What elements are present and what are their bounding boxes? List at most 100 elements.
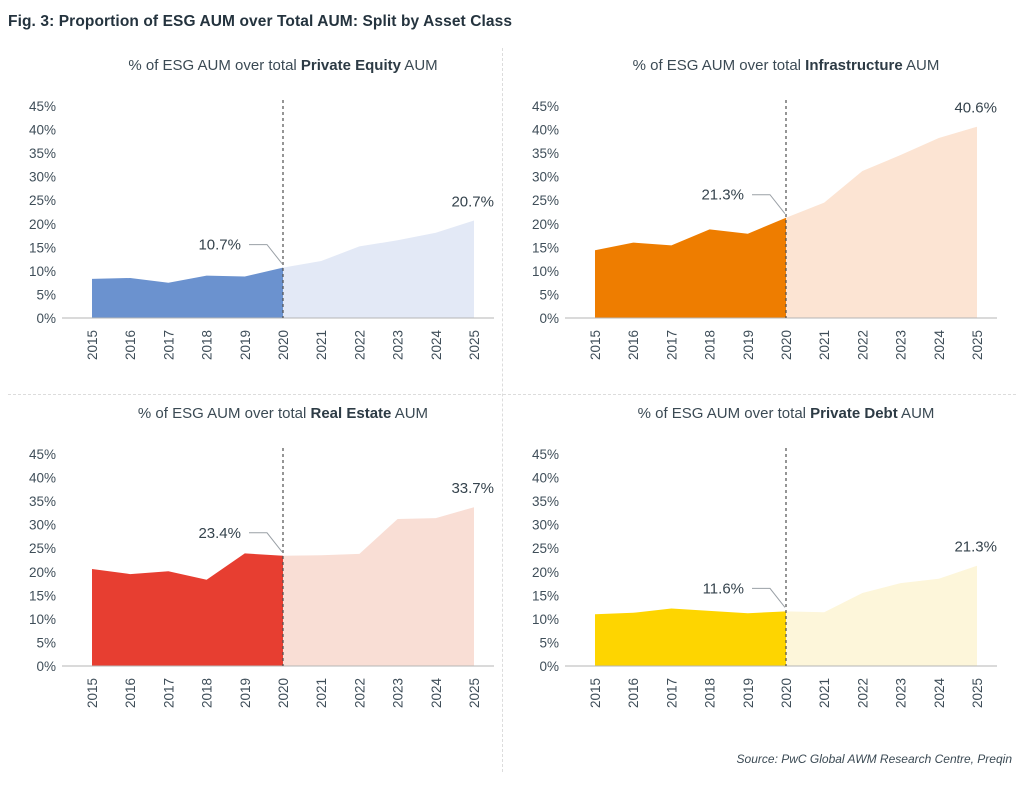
chart-title-suffix: AUM xyxy=(400,57,438,74)
callout-connector xyxy=(249,532,283,553)
callout-connector xyxy=(249,244,283,264)
y-axis-tick-label: 0% xyxy=(539,311,559,326)
x-axis-tick-label: 2020 xyxy=(276,678,291,708)
callout-connector xyxy=(752,587,786,608)
y-axis-tick-label: 35% xyxy=(29,146,56,161)
figure-title: Fig. 3: Proportion of ESG AUM over Total… xyxy=(8,13,513,30)
x-axis-tick-label: 2025 xyxy=(467,678,482,708)
x-axis-tick-label: 2021 xyxy=(314,678,329,708)
y-axis-tick-label: 40% xyxy=(532,471,559,486)
y-axis-tick-label: 20% xyxy=(29,565,56,580)
x-axis-tick-label: 2016 xyxy=(626,330,641,360)
x-axis-tick-label: 2015 xyxy=(85,678,100,708)
chart-private-debt: % of ESG AUM over total Private Debt AUM… xyxy=(505,400,1010,740)
chart-title-infrastructure: % of ESG AUM over total Infrastructure A… xyxy=(505,52,1010,80)
x-axis-tick-label: 2022 xyxy=(352,678,367,708)
x-axis-tick-label: 2016 xyxy=(123,678,138,708)
y-axis-tick-label: 25% xyxy=(532,193,559,208)
x-axis-tick-label: 2020 xyxy=(276,330,291,360)
x-axis-tick-label: 2017 xyxy=(161,678,176,708)
chart-title-real-estate: % of ESG AUM over total Real Estate AUM xyxy=(2,400,507,428)
chart-title-suffix: AUM xyxy=(902,57,940,74)
split-value-label: 11.6% xyxy=(703,580,744,597)
x-axis-tick-label: 2023 xyxy=(894,330,909,360)
x-axis-tick-label: 2015 xyxy=(85,330,100,360)
chart-title-suffix: AUM xyxy=(391,405,429,422)
end-value-label: 20.7% xyxy=(451,194,494,211)
x-axis-tick-label: 2019 xyxy=(238,678,253,708)
x-axis-tick-label: 2017 xyxy=(664,678,679,708)
area-actual xyxy=(92,553,283,666)
chart-title-suffix: AUM xyxy=(897,405,935,422)
y-axis-tick-label: 20% xyxy=(532,217,559,232)
split-value-label: 23.4% xyxy=(198,525,241,542)
x-axis-tick-label: 2024 xyxy=(429,678,444,709)
y-axis-tick-label: 30% xyxy=(532,518,559,533)
x-axis-tick-label: 2019 xyxy=(741,678,756,708)
y-axis-tick-label: 5% xyxy=(539,287,559,302)
x-axis-tick-label: 2019 xyxy=(741,330,756,360)
x-axis-tick-label: 2018 xyxy=(703,678,718,708)
area-forecast xyxy=(786,126,977,318)
y-axis-tick-label: 5% xyxy=(36,635,56,650)
area-chart-private-equity: 45% 40% 35% 30% 25% 20% 15% 10% 5% 0% 10.7% 20.7% 20… xyxy=(29,99,494,361)
chart-private-equity: % of ESG AUM over total Private Equity A… xyxy=(2,52,507,392)
y-axis-tick-label: 5% xyxy=(539,635,559,650)
y-axis-tick-label: 45% xyxy=(29,447,56,462)
y-axis-tick-label: 45% xyxy=(29,99,56,114)
chart-title-prefix: % of ESG AUM over total xyxy=(137,405,311,422)
y-axis-tick-label: 35% xyxy=(532,146,559,161)
y-axis-tick-label: 10% xyxy=(29,612,56,627)
y-axis-tick-label: 0% xyxy=(36,659,56,674)
y-axis-tick-label: 0% xyxy=(36,311,56,326)
x-axis-tick-label: 2015 xyxy=(588,330,603,360)
y-axis-tick-label: 45% xyxy=(532,99,559,114)
area-chart-private-debt: 45% 40% 35% 30% 25% 20% 15% 10% 5% 0% 11.6% 21.3% 20… xyxy=(532,447,997,709)
x-axis-tick-label: 2018 xyxy=(703,330,718,360)
x-axis-tick-label: 2022 xyxy=(855,678,870,708)
y-axis-tick-label: 20% xyxy=(532,565,559,580)
x-axis-tick-label: 2017 xyxy=(161,330,176,360)
x-axis-tick-label: 2025 xyxy=(970,678,985,708)
chart-title-asset: Infrastructure xyxy=(805,57,903,74)
y-axis-tick-label: 30% xyxy=(29,518,56,533)
row-divider xyxy=(8,394,1016,395)
chart-title-prefix: % of ESG AUM over total xyxy=(637,405,811,422)
x-axis-tick-label: 2020 xyxy=(779,678,794,708)
x-axis-tick-label: 2025 xyxy=(970,330,985,360)
chart-title-asset: Real Estate xyxy=(310,405,392,422)
end-value-label: 40.6% xyxy=(954,100,997,117)
chart-title-prefix: % of ESG AUM over total xyxy=(632,57,806,74)
chart-title-private-debt: % of ESG AUM over total Private Debt AUM xyxy=(505,400,1010,428)
y-axis-tick-label: 5% xyxy=(36,287,56,302)
y-axis-tick-label: 25% xyxy=(532,541,559,556)
area-actual xyxy=(595,217,786,318)
chart-real-estate: % of ESG AUM over total Real Estate AUM … xyxy=(2,400,507,740)
callout-connector xyxy=(752,194,786,215)
x-axis-tick-label: 2023 xyxy=(391,330,406,360)
area-forecast xyxy=(283,220,474,318)
area-forecast xyxy=(786,565,977,666)
source-note: Source: PwC Global AWM Research Centre, … xyxy=(736,752,1012,766)
y-axis-tick-label: 30% xyxy=(532,170,559,185)
column-divider xyxy=(502,48,503,772)
y-axis-tick-label: 10% xyxy=(29,264,56,279)
x-axis-tick-label: 2018 xyxy=(200,678,215,708)
y-axis-tick-label: 45% xyxy=(532,447,559,462)
y-axis-tick-label: 30% xyxy=(29,170,56,185)
y-axis-tick-label: 25% xyxy=(29,193,56,208)
chart-title-prefix: % of ESG AUM over total xyxy=(128,57,301,74)
end-value-label: 33.7% xyxy=(451,480,494,497)
area-actual xyxy=(92,267,283,318)
x-axis-tick-label: 2017 xyxy=(664,330,679,360)
x-axis-tick-label: 2024 xyxy=(429,330,444,361)
y-axis-tick-label: 35% xyxy=(29,494,56,509)
y-axis-tick-label: 25% xyxy=(29,541,56,556)
y-axis-tick-label: 15% xyxy=(29,240,56,255)
x-axis-tick-label: 2020 xyxy=(779,330,794,360)
x-axis-tick-label: 2019 xyxy=(238,330,253,360)
area-actual xyxy=(595,608,786,666)
x-axis-tick-label: 2024 xyxy=(932,678,947,709)
area-chart-real-estate: 45% 40% 35% 30% 25% 20% 15% 10% 5% 0% 23.4% 33.7% 20… xyxy=(29,447,494,709)
